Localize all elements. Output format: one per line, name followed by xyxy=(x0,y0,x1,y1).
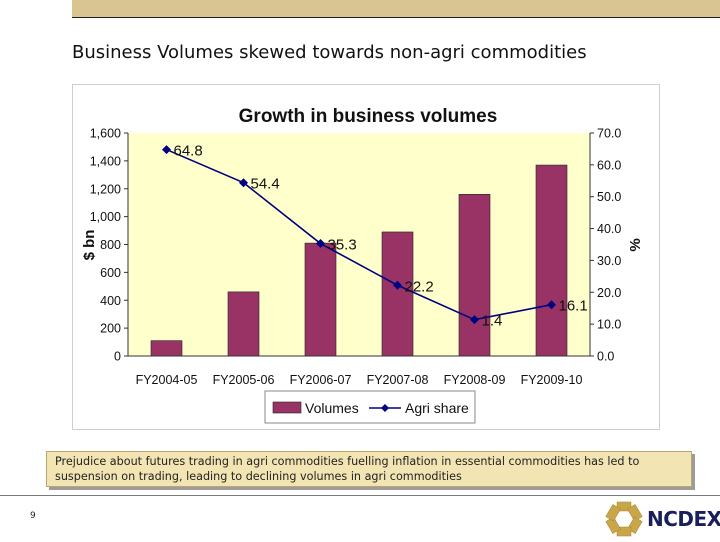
ncdex-logo: NCDEX xyxy=(603,500,720,538)
agri-share-point xyxy=(393,280,402,290)
right-tick-label: 30.0 xyxy=(597,254,621,268)
left-tick-label: 1,600 xyxy=(90,127,121,141)
legend: Volumes Agri share xyxy=(264,390,476,424)
page-number: 9 xyxy=(30,511,36,521)
bar-fy2006-07 xyxy=(304,242,337,357)
footer-divider xyxy=(0,495,720,496)
bars-group xyxy=(150,164,568,357)
left-tick-label: 1,000 xyxy=(90,210,121,224)
right-tick-label: 70.0 xyxy=(597,127,621,141)
footnote-box: Prejudice about futures trading in agri … xyxy=(46,451,692,487)
ncdex-logo-mark xyxy=(605,501,643,537)
right-tick-label: 40.0 xyxy=(597,222,621,236)
legend-label-agri: Agri share xyxy=(405,400,469,416)
x-axis: FY2004-05 FY2005-06 FY2006-07 FY2007-08 FY20… xyxy=(128,355,590,387)
legend-label-volumes: Volumes xyxy=(305,400,359,416)
left-tick-label: 1,400 xyxy=(90,154,121,168)
agri-share-point xyxy=(547,300,556,310)
right-tick-label: 10.0 xyxy=(597,318,621,332)
agri-share-point xyxy=(316,239,325,249)
logo-text: NCDEX xyxy=(647,507,720,531)
agri-share-data-label: 35.3 xyxy=(328,237,357,254)
legend-marker-agri xyxy=(381,404,389,412)
slide-title: Business Volumes skewed towards non-agri… xyxy=(72,42,587,63)
right-tick-label: 50.0 xyxy=(597,190,621,204)
bar-fy2004-05 xyxy=(150,340,183,357)
bar-fy2007-08 xyxy=(381,231,414,357)
left-tick-label: 800 xyxy=(100,238,121,252)
agri-share-data-label: 54.4 xyxy=(251,176,280,193)
left-tick-label: 0 xyxy=(114,350,121,364)
agri-share-data-label: 64.8 xyxy=(174,143,203,160)
left-tick-label: 200 xyxy=(100,322,121,336)
line-series-group: 64.8 54.4 35.3 22.2 1.4 16.1 xyxy=(162,143,588,330)
left-axis: 0 200 400 600 800 1,000 1,200 1,400 1,600 xyxy=(90,127,129,364)
right-tick-label: 20.0 xyxy=(597,286,621,300)
chart-title: Growth in business volumes xyxy=(239,106,498,127)
left-tick-label: 1,200 xyxy=(90,182,121,196)
x-tick-label: FY2004-05 xyxy=(136,373,198,387)
bar-fy2009-10 xyxy=(535,164,568,357)
bar-fy2008-09 xyxy=(458,194,491,357)
agri-share-point xyxy=(162,145,171,155)
agri-share-data-label: 1.4 xyxy=(482,313,503,330)
x-tick-label: FY2005-06 xyxy=(213,373,275,387)
x-tick-label: FY2008-09 xyxy=(444,373,506,387)
agri-share-data-label: 22.2 xyxy=(405,278,434,295)
y-left-axis-label: $ bn xyxy=(81,230,98,261)
top-accent-bar xyxy=(72,0,720,18)
right-axis: 0.0 10.0 20.0 30.0 40.0 50.0 60.0 70.0 xyxy=(589,127,621,364)
x-tick-label: FY2006-07 xyxy=(290,373,352,387)
plot-area xyxy=(128,133,590,356)
right-tick-label: 0.0 xyxy=(597,350,614,364)
y-right-axis-label: % xyxy=(627,238,644,251)
x-tick-label: FY2007-08 xyxy=(367,373,429,387)
legend-swatch-volumes xyxy=(272,401,302,414)
bar-fy2005-06 xyxy=(227,291,260,357)
agri-share-data-label: 16.1 xyxy=(559,298,588,315)
chart-svg: Growth in business volumes 0 200 400 600 800… xyxy=(81,106,644,424)
chart-frame: Growth in business volumes 0 200 400 600 800… xyxy=(72,84,660,430)
left-tick-label: 400 xyxy=(100,294,121,308)
right-tick-label: 60.0 xyxy=(597,158,621,172)
footnote-text: Prejudice about futures trading in agri … xyxy=(55,455,640,483)
agri-share-line xyxy=(166,148,552,321)
agri-share-point xyxy=(239,178,248,188)
agri-share-point xyxy=(470,315,479,325)
x-tick-label: FY2009-10 xyxy=(521,373,583,387)
left-tick-label: 600 xyxy=(100,266,121,280)
